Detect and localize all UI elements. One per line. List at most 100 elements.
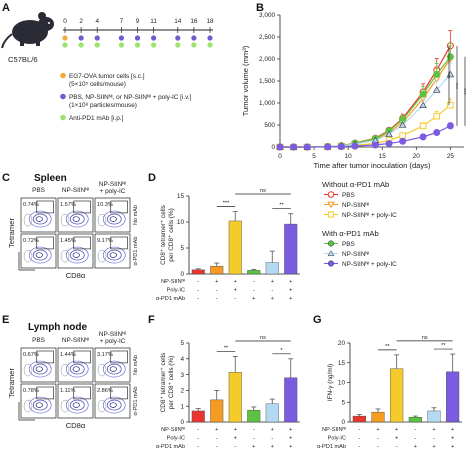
significance-label: *** (223, 201, 230, 207)
data-point (371, 141, 379, 149)
panel-g: G 0 5 10 15 20 IFN-γ (ng/ml) ** ** ns NP-SIINᴺᴵ - +… (313, 314, 462, 450)
flow-x-axis-label: CD8α (66, 271, 86, 280)
bar (371, 411, 385, 423)
density-contour (65, 246, 89, 264)
treatment-row-label: NP-SIINᴺᴵ (161, 278, 185, 285)
np-injection-marker (191, 35, 197, 41)
legend-marker (327, 240, 335, 247)
density-contour (32, 213, 48, 225)
bar (210, 266, 224, 275)
schedule-legend-line: (5×10⁵ cells/mouse) (69, 81, 126, 88)
flow-y-axis-label: Tetramer (7, 368, 16, 398)
schedule-legend-dot (60, 72, 66, 79)
density-contour (65, 360, 89, 378)
treatment-symbol: - (271, 288, 273, 294)
tetramer-gate (36, 386, 54, 400)
density-contour (109, 366, 117, 372)
data-point (419, 101, 427, 108)
data-point (351, 142, 359, 150)
density-contour (23, 399, 33, 413)
density-contour (109, 216, 117, 222)
treatment-symbol: + (414, 444, 417, 450)
bar (284, 223, 298, 275)
gate-percentage: 10.3% (97, 202, 113, 208)
tetramer-gate (110, 200, 128, 214)
density-contour (72, 366, 80, 372)
gate-percentage: 1.45% (60, 238, 76, 244)
panel-b-letter: B (256, 2, 264, 14)
panel-a-letter: A (2, 2, 10, 14)
y-tick-label: 15 (338, 360, 346, 367)
flow-row-label: α-PD1 mAb (133, 386, 139, 415)
bar (210, 399, 224, 423)
bar (228, 220, 242, 275)
y-axis-label: per CD8⁺ cells (%) (168, 356, 175, 409)
spleen-tetramer-bar-chart: 0 5 10 15 CD8⁺ tetramer⁺ cells per CD8⁺ cells… (156, 188, 300, 302)
treatment-symbol: - (216, 288, 218, 294)
y-tick-label: 4 (180, 356, 184, 363)
treatment-symbol: + (215, 427, 218, 433)
density-contour (69, 249, 85, 261)
treatment-symbol: + (451, 436, 454, 442)
treatment-symbol: + (234, 279, 237, 285)
legend-item-label: NP-SIINᴺᴵ + poly-IC (342, 212, 397, 219)
treatment-symbol: - (216, 436, 218, 442)
data-point (447, 101, 454, 109)
np-injection-marker (118, 35, 124, 41)
y-tick-label: 500 (264, 122, 275, 129)
gate-percentage: 1.57% (60, 202, 76, 208)
treatment-symbol: + (234, 436, 237, 442)
flow-x-axis-label: CD8α (66, 421, 86, 430)
timeline-day-label: 16 (190, 18, 198, 25)
density-contour (65, 210, 89, 228)
lymph-node-tetramer-bar-chart: 0 1 2 3 4 5 CD8⁺ tetramer⁺ cells per CD8⁺ cells… (156, 335, 300, 450)
data-point (324, 143, 332, 151)
tetramer-gate (73, 200, 91, 214)
pd1-injection-marker (175, 42, 181, 48)
schedule-legend-dot (60, 93, 66, 100)
data-point (290, 143, 298, 151)
legend-item-label: NP-SIINᴺᴵ (342, 202, 369, 209)
y-tick-label: 5 (341, 399, 345, 406)
y-tick-label: 1 (180, 403, 184, 410)
bar (265, 403, 279, 423)
data-point (419, 133, 427, 141)
pd1-injection-marker (191, 42, 197, 48)
treatment-row-label: NP-SIINᴺᴵ (322, 426, 346, 433)
panel-d-letter: D (148, 172, 156, 184)
treatment-row-label: α-PD1 mAb (317, 444, 346, 450)
treatment-symbol: + (252, 296, 255, 302)
np-injection-marker (175, 35, 181, 41)
treatment-symbol: + (252, 444, 255, 450)
treatment-symbol: - (197, 436, 199, 442)
panel-d: D 0 5 10 15 CD8⁺ tetramer⁺ cells per CD8⁺ cel… (148, 172, 300, 302)
panel-b: B 0 5 10 15 20 25 0 500 1,000 1,500 2,000 2,500 3,00… (241, 2, 470, 170)
treatment-row-label: α-PD1 mAb (156, 444, 185, 450)
bar (284, 377, 298, 423)
spleen-title: Spleen (34, 173, 67, 184)
pd1-injection-marker (78, 42, 84, 48)
timeline-day-label: 7 (120, 18, 124, 25)
density-contour (69, 363, 85, 375)
legend-marker (327, 191, 335, 198)
significance-label: ** (279, 203, 284, 209)
treatment-symbol: + (289, 288, 292, 294)
density-contour (69, 399, 85, 411)
flow-column-label: + poly-IC (100, 338, 126, 345)
tetramer-gate (110, 386, 128, 400)
treatment-symbol: - (253, 288, 255, 294)
tetramer-gate (73, 236, 91, 250)
treatment-symbol: + (271, 296, 274, 302)
panel-e-letter: E (2, 314, 9, 326)
treatment-symbol: + (271, 444, 274, 450)
treatment-symbol: - (197, 444, 199, 450)
gate-percentage: 1.44% (60, 352, 76, 358)
pd1-injection-marker (151, 42, 157, 48)
legend-item-label: NP-SIINᴺᴵ + poly-IC (342, 261, 397, 268)
density-contour (69, 213, 85, 225)
treatment-symbol: + (289, 436, 292, 442)
tetramer-gate (36, 350, 54, 364)
flow-row-label: α-PD1 mAb (133, 236, 139, 265)
y-axis-label: CD8⁺ tetramer⁺ cells (160, 353, 167, 413)
